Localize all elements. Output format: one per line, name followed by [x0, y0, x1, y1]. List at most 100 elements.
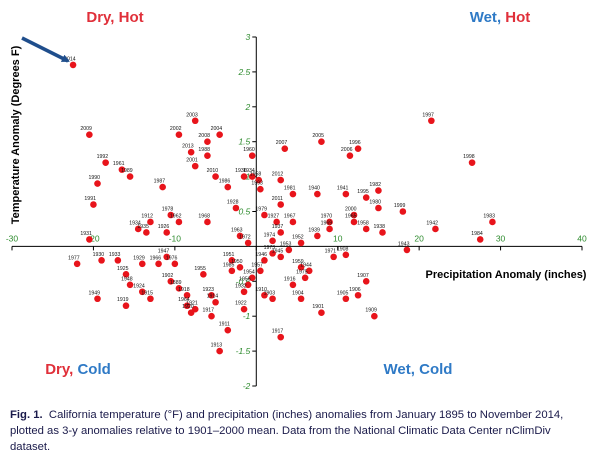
point-label-1961: 1961: [113, 161, 125, 167]
point-1992: [102, 159, 109, 166]
point-label-1942: 1942: [426, 220, 438, 226]
point-label-1985: 1985: [223, 262, 235, 268]
point-1968: [204, 218, 211, 226]
quadrant-word2: Hot: [505, 9, 530, 26]
point-label-1905: 1905: [337, 290, 349, 296]
point-1925: [122, 271, 130, 278]
quadrant-separator: ,: [69, 361, 77, 378]
point-label-1982: 1982: [369, 182, 381, 188]
point-label-1950: 1950: [231, 259, 243, 265]
point-label-2014: 2014: [64, 56, 76, 62]
point-label-1948: 1948: [121, 276, 133, 282]
point-2003: [191, 117, 199, 125]
point-1990: [94, 180, 101, 187]
point-1918: [183, 291, 191, 299]
point-label-1919: 1919: [117, 297, 129, 303]
point-1991: [90, 201, 97, 208]
point-label-1969: 1969: [321, 220, 333, 226]
point-1946: [261, 257, 268, 264]
point-label-2000: 2000: [345, 206, 357, 212]
point-label-1983: 1983: [483, 213, 495, 219]
point-label-1904: 1904: [292, 290, 304, 296]
point-1935: [143, 229, 150, 236]
quadrant-label-bottom-right: Wet, Cold: [384, 361, 453, 378]
point-1914: [212, 298, 219, 306]
point-label-2004: 2004: [211, 126, 223, 132]
point-1908: [342, 251, 350, 259]
point-1983: [489, 218, 496, 226]
point-1952: [297, 239, 305, 247]
quadrant-word2: Cold: [77, 361, 110, 378]
point-label-1911: 1911: [219, 322, 230, 328]
point-label-1937: 1937: [272, 224, 284, 230]
point-1962: [175, 218, 183, 226]
point-label-1933: 1933: [109, 252, 121, 258]
point-label-1972: 1972: [239, 234, 251, 240]
point-label-1939: 1939: [308, 227, 320, 233]
y-tick-label: 2.5: [237, 67, 250, 77]
point-1976: [171, 260, 179, 268]
point-1941: [342, 190, 350, 198]
point-label-1981: 1981: [284, 186, 296, 192]
point-label-1943: 1943: [398, 241, 410, 247]
point-label-1954: 1954: [243, 269, 255, 275]
point-1980: [375, 204, 382, 212]
point-1948: [126, 281, 134, 289]
y-tick-label: 3: [246, 32, 251, 42]
point-1961: [118, 166, 126, 173]
point-1988: [204, 152, 211, 159]
point-label-1923: 1923: [203, 287, 215, 293]
point-1901: [318, 309, 325, 317]
point-1907: [362, 278, 370, 285]
point-1989: [126, 173, 134, 180]
point-label-1916: 1916: [284, 276, 296, 282]
caption-text: California temperature (°F) and precipit…: [10, 409, 564, 453]
point-label-2002: 2002: [170, 126, 182, 132]
point-label-1973: 1973: [264, 245, 276, 251]
x-tick-label: 30: [496, 233, 506, 243]
point-label-1889: 1889: [170, 280, 182, 286]
point-label-1947: 1947: [158, 248, 170, 254]
point-label-1936: 1936: [235, 168, 247, 174]
point-label-1977: 1977: [68, 255, 80, 261]
point-1943: [403, 246, 411, 254]
point-1934: [248, 173, 256, 180]
point-2008: [204, 138, 211, 145]
point-label-1971: 1971: [325, 248, 337, 254]
point-1944: [305, 267, 313, 275]
highlight-arrow: [21, 36, 70, 63]
point-2001: [191, 162, 199, 170]
x-tick-label: -20: [87, 233, 100, 243]
point-1917b: [277, 333, 285, 341]
point-label-1989: 1989: [121, 168, 133, 174]
point-2014: [69, 61, 77, 69]
point-label-1908: 1908: [337, 246, 349, 252]
point-label-1917: 1917: [203, 308, 215, 314]
figure-caption: Fig. 1. California temperature (°F) and …: [10, 407, 582, 455]
point-label-1986: 1986: [219, 179, 231, 185]
point-1929: [138, 260, 146, 268]
point-label-1901: 1901: [312, 304, 324, 310]
point-label-2003: 2003: [186, 112, 198, 118]
point-1977: [73, 260, 81, 268]
point-1932: [240, 288, 248, 296]
point-label-1965: 1965: [345, 213, 357, 219]
point-2002: [175, 131, 183, 139]
point-1965: [350, 218, 358, 226]
point-label-1909: 1909: [365, 308, 377, 314]
point-1958b: [362, 225, 370, 233]
point-1913: [216, 347, 223, 355]
point-label-1912: 1912: [141, 213, 153, 219]
point-label-1915: 1915: [141, 290, 153, 296]
point-2011: [277, 201, 285, 208]
point-1949: [94, 295, 101, 303]
point-1986: [224, 183, 232, 191]
point-label-1975: 1975: [296, 269, 308, 275]
quadrant-word2: Cold: [419, 361, 452, 378]
point-1975: [301, 274, 309, 282]
point-label-1906: 1906: [349, 287, 361, 293]
point-label-1945: 1945: [272, 248, 284, 254]
point-1912: [147, 218, 154, 226]
x-tick-label: 40: [577, 233, 587, 243]
